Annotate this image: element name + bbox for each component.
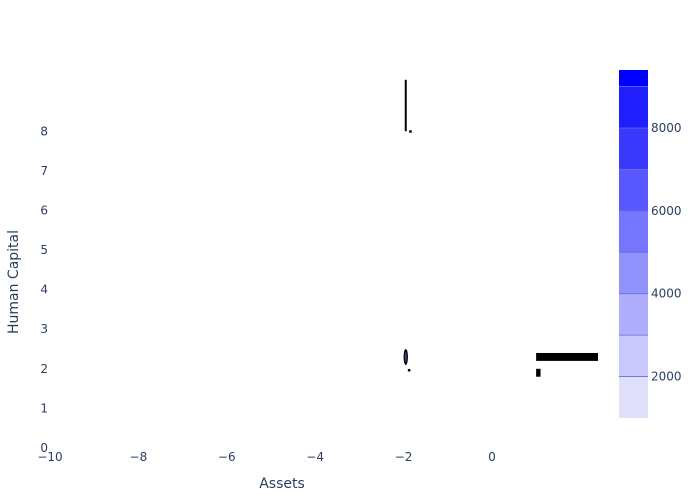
x-tick-label: 0 (488, 450, 496, 464)
y-tick-label: 3 (40, 322, 48, 336)
y-tick-label: 6 (40, 203, 48, 217)
x-axis-ticks: −10 −8 −6 −4 −2 0 (37, 450, 495, 464)
y-tick-label: 1 (40, 401, 48, 415)
colorbar-tick-label: 6000 (651, 204, 682, 218)
x-tick-label: −4 (306, 450, 324, 464)
y-tick-label: 2 (40, 362, 48, 376)
contour-blob (403, 348, 408, 365)
colorbar-band (619, 86, 648, 128)
plot-area (403, 79, 598, 377)
colorbar-band (619, 210, 648, 253)
small-dot-bottom (407, 369, 411, 372)
y-axis-ticks: 0 1 2 3 4 5 6 7 8 (40, 124, 48, 455)
small-dot-top (409, 130, 412, 133)
colorbar-band (619, 128, 648, 170)
y-tick-label: 7 (40, 164, 48, 178)
colorbar-band (619, 252, 648, 294)
colorbar-band (619, 335, 648, 377)
colorbar-ticks: 2000 4000 6000 8000 (651, 121, 682, 384)
thick-bar (536, 352, 598, 361)
colorbar-band (619, 169, 648, 211)
small-square (536, 368, 541, 377)
x-tick-label: −8 (130, 450, 148, 464)
colorbar-tick-label: 2000 (651, 370, 682, 384)
y-tick-label: 4 (40, 283, 48, 297)
y-tick-label: 8 (40, 124, 48, 138)
colorbar-tick-label: 8000 (651, 121, 682, 135)
contour-blob-inner (404, 351, 407, 362)
y-axis-title: Human Capital (6, 230, 22, 334)
y-tick-label: 0 (40, 441, 48, 455)
x-axis-title: Assets (259, 476, 305, 492)
colorbar-band (619, 293, 648, 336)
x-tick-label: −2 (395, 450, 413, 464)
y-tick-label: 5 (40, 243, 48, 257)
colorbar-tick-label: 4000 (651, 287, 682, 301)
colorbar-band (619, 376, 648, 418)
colorbar (619, 70, 648, 418)
x-tick-label: −6 (218, 450, 236, 464)
x-tick-label: −10 (37, 450, 62, 464)
colorbar-band (619, 70, 648, 87)
